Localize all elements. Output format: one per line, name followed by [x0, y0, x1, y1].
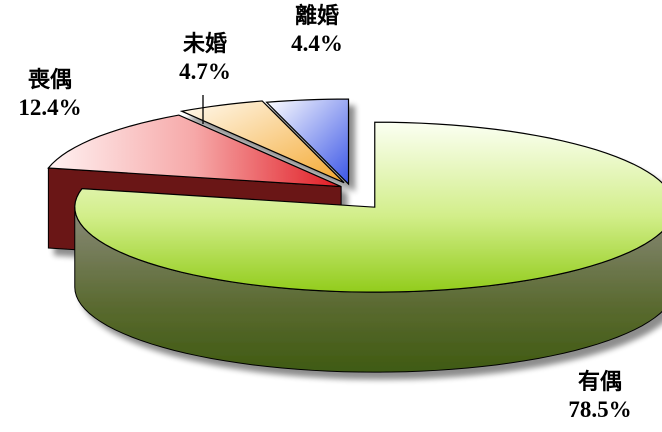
label-yougou: 有偶 78.5% [545, 368, 655, 424]
pie-slice-sangou [47, 114, 342, 188]
label-yougou-pct: 78.5% [568, 397, 632, 422]
label-sangou: 喪偶 12.4% [0, 66, 100, 122]
label-lihun-name: 離婚 [294, 3, 339, 29]
label-weihun-name: 未婚 [182, 31, 227, 57]
label-sangou-pct: 12.4% [18, 95, 82, 120]
label-weihun-pct: 4.7% [179, 59, 231, 84]
label-lihun: 離婚 4.4% [262, 2, 372, 58]
label-yougou-name: 有偶 [577, 369, 622, 395]
label-lihun-pct: 4.4% [291, 31, 343, 56]
label-weihun: 未婚 4.7% [150, 30, 260, 86]
pie-slice-weihun [179, 100, 345, 184]
label-sangou-name: 喪偶 [27, 67, 72, 93]
pie-slice-yougou [74, 121, 662, 293]
pie-slice-lihun [265, 98, 350, 186]
